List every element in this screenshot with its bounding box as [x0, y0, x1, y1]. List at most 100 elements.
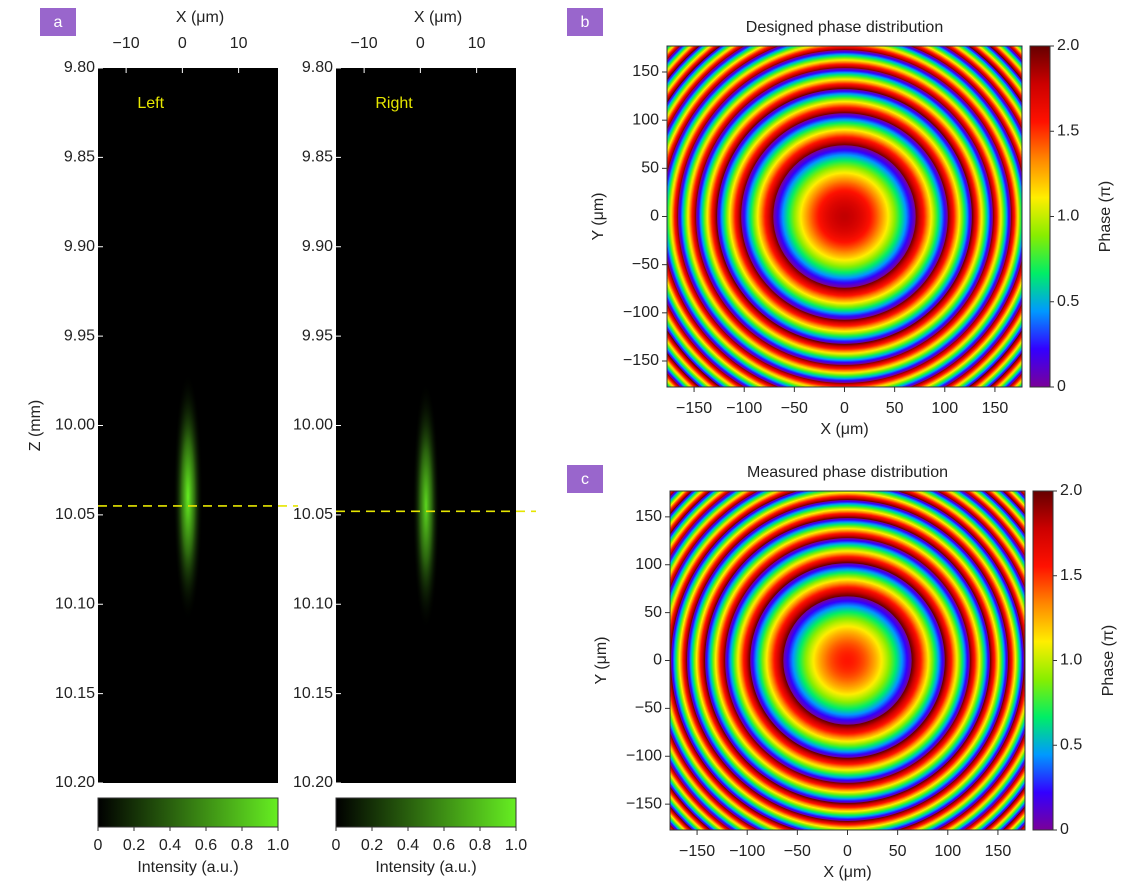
focal-spot [173, 371, 203, 623]
y-tick-label: 10.10 [55, 595, 95, 612]
colorbar-tick-label: 2.0 [1060, 482, 1082, 499]
x-tick-label: −10 [351, 35, 378, 52]
y-tick-label: 10.00 [55, 417, 95, 434]
panel-badge [567, 8, 603, 36]
colorbar-tick-label: 0 [1057, 378, 1066, 395]
phase-ring [844, 216, 845, 217]
x-tick-label: 100 [934, 843, 961, 860]
x-tick-label: −100 [726, 400, 762, 417]
colorbar-tick-label: 0.6 [433, 837, 455, 854]
panel-label: a [54, 14, 63, 31]
colorbar-tick-label: 1.0 [267, 837, 289, 854]
annotation: Right [375, 95, 413, 112]
x-tick-label: 0 [840, 400, 849, 417]
panel-badge [40, 8, 76, 36]
y-tick-label: 10.05 [293, 506, 333, 523]
y-tick-label: 10.00 [293, 417, 333, 434]
y-tick-label: −100 [623, 304, 659, 321]
chart-title: Measured phase distribution [747, 464, 948, 481]
x-tick-label: 10 [230, 35, 248, 52]
colorbar-label: Intensity (a.u.) [137, 859, 238, 876]
x-tick-label: 150 [982, 400, 1009, 417]
x-tick-label: 10 [468, 35, 486, 52]
colorbar-tick-label: 1.0 [1060, 652, 1082, 669]
colorbar-tick-label: 0.2 [123, 837, 145, 854]
colorbar-tick-label: 0 [94, 837, 103, 854]
y-tick-label: 10.20 [293, 774, 333, 791]
y-tick-label: 9.80 [302, 59, 333, 76]
chart-title: Designed phase distribution [746, 19, 943, 36]
colorbar-tick-label: 1.0 [505, 837, 527, 854]
plot-area [336, 68, 516, 783]
y-tick-label: 9.90 [302, 238, 333, 255]
colorbar [1029, 45, 1051, 388]
y-tick-label: 10.20 [55, 774, 95, 791]
y-tick-label: 150 [635, 508, 662, 525]
x-tick-label: 0 [416, 35, 425, 52]
y-tick-label: 100 [635, 556, 662, 573]
y-axis-label: Y (μm) [593, 636, 610, 684]
colorbar-tick-label: 2.0 [1057, 37, 1079, 54]
colorbar-label: Phase (π) [1100, 625, 1117, 697]
x-axis-label: X (μm) [820, 421, 868, 438]
y-tick-label: 9.95 [64, 327, 95, 344]
plot-area [98, 68, 278, 783]
x-axis-label: X (μm) [823, 864, 871, 881]
colorbar-tick-label: 0 [1060, 821, 1069, 838]
x-tick-label: −100 [729, 843, 765, 860]
y-tick-label: −150 [626, 795, 662, 812]
plot-area [670, 491, 1025, 830]
colorbar-tick-label: 0 [332, 837, 341, 854]
annotation: Left [137, 95, 164, 112]
colorbar-tick-label: 1.5 [1060, 567, 1082, 584]
y-tick-label: 150 [632, 63, 659, 80]
plot-area [667, 46, 1022, 387]
x-tick-label: −50 [784, 843, 811, 860]
y-tick-label: 50 [644, 604, 662, 621]
phase-ring [847, 660, 848, 661]
y-tick-label: 10.10 [293, 595, 333, 612]
y-tick-label: 10.15 [293, 685, 333, 702]
y-tick-label: −50 [632, 256, 659, 273]
x-tick-label: −150 [679, 843, 715, 860]
x-tick-label: 50 [886, 400, 904, 417]
y-tick-label: 9.95 [302, 327, 333, 344]
colorbar-tick-label: 0.5 [1057, 293, 1079, 310]
x-tick-label: −10 [113, 35, 140, 52]
colorbar-tick-label: 0.8 [231, 837, 253, 854]
x-tick-label: 0 [843, 843, 852, 860]
y-tick-label: 9.85 [64, 149, 95, 166]
x-tick-label: −50 [781, 400, 808, 417]
y-tick-label: −150 [623, 352, 659, 369]
y-tick-label: −100 [626, 747, 662, 764]
colorbar-tick-label: 1.5 [1057, 122, 1079, 139]
y-tick-label: −50 [635, 700, 662, 717]
panel-label: c [581, 471, 589, 488]
colorbar-tick-label: 1.0 [1057, 208, 1079, 225]
y-tick-label: 9.85 [302, 149, 333, 166]
x-tick-label: 150 [985, 843, 1012, 860]
y-axis-label: Z (mm) [27, 400, 44, 452]
y-tick-label: 10.05 [55, 506, 95, 523]
x-axis-label: X (μm) [414, 9, 462, 26]
y-tick-label: 100 [632, 111, 659, 128]
colorbar-tick-label: 0.5 [1060, 736, 1082, 753]
x-tick-label: 100 [931, 400, 958, 417]
colorbar-tick-label: 0.2 [361, 837, 383, 854]
x-tick-label: −150 [676, 400, 712, 417]
colorbar [97, 797, 279, 828]
colorbar [335, 797, 517, 828]
y-axis-label: Y (μm) [590, 192, 607, 240]
x-axis-label: X (μm) [176, 9, 224, 26]
y-tick-label: 9.90 [64, 238, 95, 255]
panel-label: b [581, 14, 590, 31]
colorbar [1032, 490, 1054, 831]
y-tick-label: 0 [653, 652, 662, 669]
colorbar-label: Intensity (a.u.) [375, 859, 476, 876]
x-tick-label: 50 [889, 843, 907, 860]
y-tick-label: 9.80 [64, 59, 95, 76]
y-tick-label: 50 [641, 160, 659, 177]
focal-spot [412, 380, 440, 632]
colorbar-tick-label: 0.8 [469, 837, 491, 854]
